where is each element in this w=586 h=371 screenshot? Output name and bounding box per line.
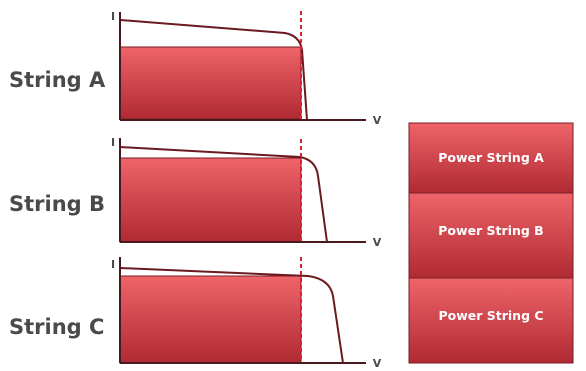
string-c-power-area	[119, 275, 302, 364]
power-block-c	[408, 277, 574, 364]
string-a-x-axis-label: V	[373, 114, 382, 127]
string-b-y-axis-label: I	[111, 136, 115, 149]
power-block-b-label: Power String B	[438, 223, 543, 238]
string-b-iv-curve	[119, 146, 328, 243]
string-a-panel: I V String A	[9, 10, 382, 127]
power-block-c-label: Power String C	[438, 308, 543, 323]
power-stack: Power String A Power String B Power Stri…	[408, 122, 574, 364]
power-block-a-label: Power String A	[438, 150, 544, 165]
string-c-panel: I V String C	[9, 257, 382, 370]
string-a-power-area	[119, 46, 302, 120]
string-a-label: String A	[9, 68, 106, 92]
string-c-iv-curve	[119, 267, 344, 364]
power-block-b	[408, 192, 574, 279]
string-c-y-axis-label: I	[111, 258, 115, 271]
string-b-panel: I V String B	[9, 136, 382, 249]
string-c-x-axis-label: V	[373, 357, 382, 370]
string-a-y-axis-label: I	[111, 10, 115, 23]
string-c-label: String C	[9, 315, 104, 339]
string-b-x-axis-label: V	[373, 236, 382, 249]
string-b-power-area	[119, 157, 302, 243]
string-b-label: String B	[9, 192, 105, 216]
power-block-a	[408, 122, 574, 194]
